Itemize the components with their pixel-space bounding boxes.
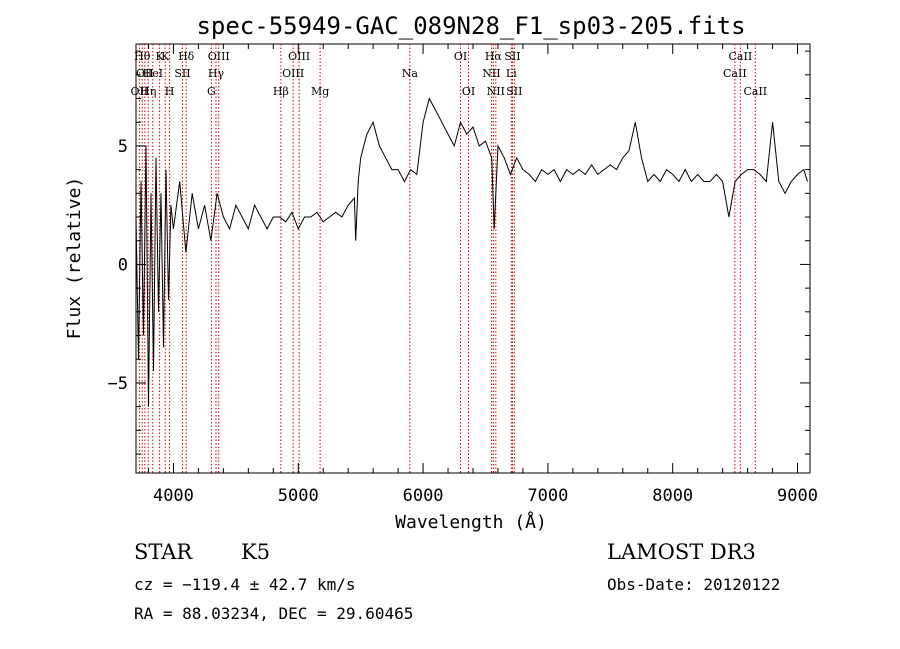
object-class: STAR: [134, 540, 193, 564]
y-tick-label-1: 0: [118, 255, 128, 275]
x-tick-label-2: 6000: [403, 486, 444, 506]
line-label-14: OIII: [282, 67, 304, 80]
line-label-12: OIII: [208, 50, 230, 63]
line-label-21: Hα: [485, 50, 503, 63]
line-label-1: Hθ: [134, 50, 151, 63]
spectral-line-markers: [138, 44, 756, 473]
line-label-16: Mg: [311, 85, 329, 98]
line-label-5: K: [155, 50, 164, 63]
y-axis-label: Flux (relative): [64, 177, 85, 340]
line-label-26: CaII: [723, 67, 747, 80]
y-tick-label-0: −5: [108, 374, 128, 394]
line-label-13: Hβ: [273, 85, 289, 98]
line-label-27: CaII: [729, 50, 753, 63]
line-label-15: OIII: [288, 50, 310, 63]
survey-name: LAMOST DR3: [607, 540, 756, 564]
plot-frame: [135, 43, 811, 474]
x-tick-label-3: 7000: [527, 486, 568, 506]
line-label-10: G: [207, 85, 216, 98]
line-label-3: Hη: [140, 85, 156, 98]
spectrum-series: [135, 97, 808, 407]
line-label-24: SII: [504, 50, 520, 63]
spectral-line-labels: OIIHθOIIHηHeIKKHSIIHδGHγOIIIHβOIIIOIIIMg…: [131, 50, 768, 98]
spectrum-line: [135, 97, 808, 407]
x-tick-label-5: 9000: [777, 486, 818, 506]
line-label-23: Li: [506, 67, 517, 80]
axis-ticks: 4000 5000 6000 7000 8000 9000 −5 0 5: [108, 44, 818, 506]
object-subclass: K5: [241, 540, 270, 564]
line-label-22: NII: [487, 85, 505, 98]
line-label-6: K: [161, 50, 170, 63]
line-label-20: NII: [482, 67, 500, 80]
line-label-25: SII: [506, 85, 522, 98]
line-label-17: Na: [402, 67, 419, 80]
observation-date: Obs-Date: 20120122: [607, 575, 780, 594]
x-tick-label-0: 4000: [153, 486, 194, 506]
line-label-28: CaII: [743, 85, 767, 98]
x-tick-label-1: 5000: [278, 486, 319, 506]
x-axis-label: Wavelength (Å): [395, 511, 547, 533]
line-label-9: Hδ: [178, 50, 195, 63]
line-label-7: H: [165, 85, 175, 98]
chart-title: spec-55949-GAC_089N28_F1_sp03-205.fits: [196, 12, 745, 40]
line-label-18: OI: [454, 50, 467, 63]
redshift-velocity: cz = −119.4 ± 42.7 km/s: [134, 575, 356, 594]
coordinates: RA = 88.03234, DEC = 29.60465: [134, 604, 413, 623]
y-tick-label-2: 5: [118, 137, 128, 157]
x-tick-label-4: 8000: [652, 486, 693, 506]
line-label-0: OII: [131, 85, 149, 98]
line-label-4: HeI: [143, 67, 163, 80]
line-label-11: Hγ: [208, 67, 225, 80]
line-label-8: SII: [174, 67, 190, 80]
line-label-19: OI: [462, 85, 475, 98]
line-label-2: OII: [136, 67, 154, 80]
